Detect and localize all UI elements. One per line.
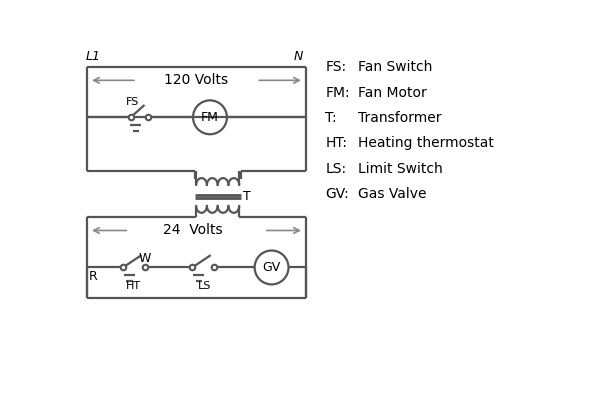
Text: LS:: LS: bbox=[326, 162, 346, 176]
Text: HT:: HT: bbox=[326, 136, 348, 150]
Text: Fan Motor: Fan Motor bbox=[358, 86, 427, 100]
Text: GV:: GV: bbox=[326, 187, 349, 201]
Text: 24  Volts: 24 Volts bbox=[163, 224, 222, 238]
Text: GV: GV bbox=[263, 261, 281, 274]
Text: W: W bbox=[138, 252, 150, 265]
Text: T: T bbox=[243, 190, 251, 203]
Text: FS:: FS: bbox=[326, 60, 346, 74]
Text: HT: HT bbox=[126, 281, 142, 291]
Text: Transformer: Transformer bbox=[358, 111, 441, 125]
Text: Fan Switch: Fan Switch bbox=[358, 60, 432, 74]
Text: Limit Switch: Limit Switch bbox=[358, 162, 442, 176]
Text: Heating thermostat: Heating thermostat bbox=[358, 136, 494, 150]
Text: Gas Valve: Gas Valve bbox=[358, 187, 427, 201]
Text: FS: FS bbox=[126, 97, 139, 107]
Text: R: R bbox=[88, 270, 97, 283]
Text: FM:: FM: bbox=[326, 86, 350, 100]
Text: L1: L1 bbox=[86, 50, 101, 63]
Text: FM: FM bbox=[201, 111, 219, 124]
Text: LS: LS bbox=[198, 281, 211, 291]
Text: N: N bbox=[294, 50, 303, 63]
Text: T:: T: bbox=[326, 111, 337, 125]
Text: 120 Volts: 120 Volts bbox=[165, 73, 228, 87]
